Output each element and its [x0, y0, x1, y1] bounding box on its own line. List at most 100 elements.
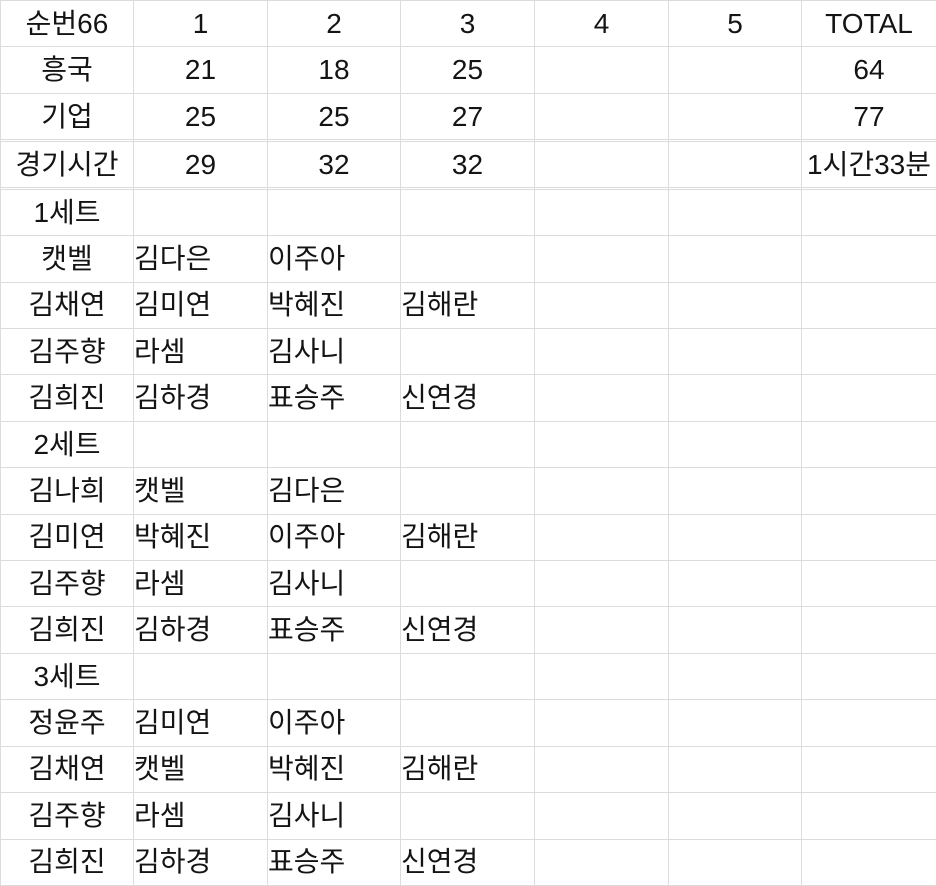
cell-c19[interactable]: 박혜진 — [267, 745, 401, 794]
cell-e19[interactable] — [534, 745, 669, 794]
cell-f8[interactable] — [668, 235, 802, 283]
cell-b1[interactable]: 1 — [133, 0, 268, 48]
cell-a2[interactable]: 흥국 — [0, 46, 134, 94]
cell-g13[interactable] — [801, 467, 936, 515]
cell-e18[interactable] — [534, 699, 669, 747]
cell-g5[interactable]: 1시간33분 — [801, 140, 936, 189]
cell-b14[interactable]: 박혜진 — [133, 513, 268, 562]
cell-e2[interactable] — [534, 46, 669, 94]
cell-g18[interactable] — [801, 699, 936, 747]
cell-e21[interactable] — [534, 838, 669, 886]
cell-e5[interactable] — [534, 140, 669, 189]
cell-b15[interactable]: 라셈 — [133, 560, 268, 608]
cell-g3[interactable]: 77 — [801, 92, 936, 141]
cell-a12[interactable]: 2세트 — [0, 420, 134, 469]
cell-a18[interactable]: 정윤주 — [0, 699, 134, 747]
cell-b5[interactable]: 29 — [133, 140, 268, 189]
cell-d11[interactable]: 신연경 — [400, 374, 535, 422]
cell-f5[interactable] — [668, 140, 802, 189]
cell-b18[interactable]: 김미연 — [133, 699, 268, 747]
cell-d10[interactable] — [400, 328, 535, 376]
cell-g8[interactable] — [801, 235, 936, 283]
cell-g14[interactable] — [801, 513, 936, 562]
cell-c21[interactable]: 표승주 — [267, 838, 401, 886]
cell-d19[interactable]: 김해란 — [400, 745, 535, 794]
cell-b9[interactable]: 김미연 — [133, 281, 268, 330]
cell-f12[interactable] — [668, 420, 802, 469]
cell-f18[interactable] — [668, 699, 802, 747]
cell-b13[interactable]: 캣벨 — [133, 467, 268, 515]
cell-e13[interactable] — [534, 467, 669, 515]
cell-d7[interactable] — [400, 188, 535, 237]
cell-c5[interactable]: 32 — [267, 140, 401, 189]
cell-c7[interactable] — [267, 188, 401, 237]
cell-a1[interactable]: 순번66 — [0, 0, 134, 48]
cell-b19[interactable]: 캣벨 — [133, 745, 268, 794]
cell-c15[interactable]: 김사니 — [267, 560, 401, 608]
cell-f1[interactable]: 5 — [668, 0, 802, 48]
cell-d3[interactable]: 27 — [400, 92, 535, 141]
cell-a21[interactable]: 김희진 — [0, 838, 134, 886]
cell-f19[interactable] — [668, 745, 802, 794]
cell-c18[interactable]: 이주아 — [267, 699, 401, 747]
cell-g1[interactable]: TOTAL — [801, 0, 936, 48]
cell-e3[interactable] — [534, 92, 669, 141]
cell-e7[interactable] — [534, 188, 669, 237]
cell-b17[interactable] — [133, 652, 268, 701]
cell-e10[interactable] — [534, 328, 669, 376]
cell-d1[interactable]: 3 — [400, 0, 535, 48]
cell-e14[interactable] — [534, 513, 669, 562]
cell-f16[interactable] — [668, 606, 802, 654]
cell-d15[interactable] — [400, 560, 535, 608]
cell-a14[interactable]: 김미연 — [0, 513, 134, 562]
cell-b7[interactable] — [133, 188, 268, 237]
cell-b2[interactable]: 21 — [133, 46, 268, 94]
cell-e16[interactable] — [534, 606, 669, 654]
cell-f11[interactable] — [668, 374, 802, 422]
cell-d13[interactable] — [400, 467, 535, 515]
cell-f13[interactable] — [668, 467, 802, 515]
cell-d20[interactable] — [400, 792, 535, 840]
cell-a15[interactable]: 김주향 — [0, 560, 134, 608]
cell-a19[interactable]: 김채연 — [0, 745, 134, 794]
cell-g20[interactable] — [801, 792, 936, 840]
cell-c2[interactable]: 18 — [267, 46, 401, 94]
cell-g21[interactable] — [801, 838, 936, 886]
cell-a17[interactable]: 3세트 — [0, 652, 134, 701]
cell-c1[interactable]: 2 — [267, 0, 401, 48]
cell-g16[interactable] — [801, 606, 936, 654]
cell-f21[interactable] — [668, 838, 802, 886]
cell-f9[interactable] — [668, 281, 802, 330]
cell-e17[interactable] — [534, 652, 669, 701]
cell-f14[interactable] — [668, 513, 802, 562]
cell-g10[interactable] — [801, 328, 936, 376]
cell-f2[interactable] — [668, 46, 802, 94]
cell-d2[interactable]: 25 — [400, 46, 535, 94]
cell-g7[interactable] — [801, 188, 936, 237]
cell-b11[interactable]: 김하경 — [133, 374, 268, 422]
cell-b16[interactable]: 김하경 — [133, 606, 268, 654]
cell-a3[interactable]: 기업 — [0, 92, 134, 141]
cell-c12[interactable] — [267, 420, 401, 469]
cell-g11[interactable] — [801, 374, 936, 422]
cell-d8[interactable] — [400, 235, 535, 283]
cell-e8[interactable] — [534, 235, 669, 283]
cell-c17[interactable] — [267, 652, 401, 701]
cell-c14[interactable]: 이주아 — [267, 513, 401, 562]
cell-a16[interactable]: 김희진 — [0, 606, 134, 654]
cell-c8[interactable]: 이주아 — [267, 235, 401, 283]
cell-f3[interactable] — [668, 92, 802, 141]
cell-d18[interactable] — [400, 699, 535, 747]
cell-a9[interactable]: 김채연 — [0, 281, 134, 330]
cell-b8[interactable]: 김다은 — [133, 235, 268, 283]
cell-c16[interactable]: 표승주 — [267, 606, 401, 654]
cell-d16[interactable]: 신연경 — [400, 606, 535, 654]
cell-d12[interactable] — [400, 420, 535, 469]
cell-g9[interactable] — [801, 281, 936, 330]
cell-f15[interactable] — [668, 560, 802, 608]
cell-c13[interactable]: 김다은 — [267, 467, 401, 515]
cell-e1[interactable]: 4 — [534, 0, 669, 48]
cell-c3[interactable]: 25 — [267, 92, 401, 141]
cell-e20[interactable] — [534, 792, 669, 840]
cell-b3[interactable]: 25 — [133, 92, 268, 141]
